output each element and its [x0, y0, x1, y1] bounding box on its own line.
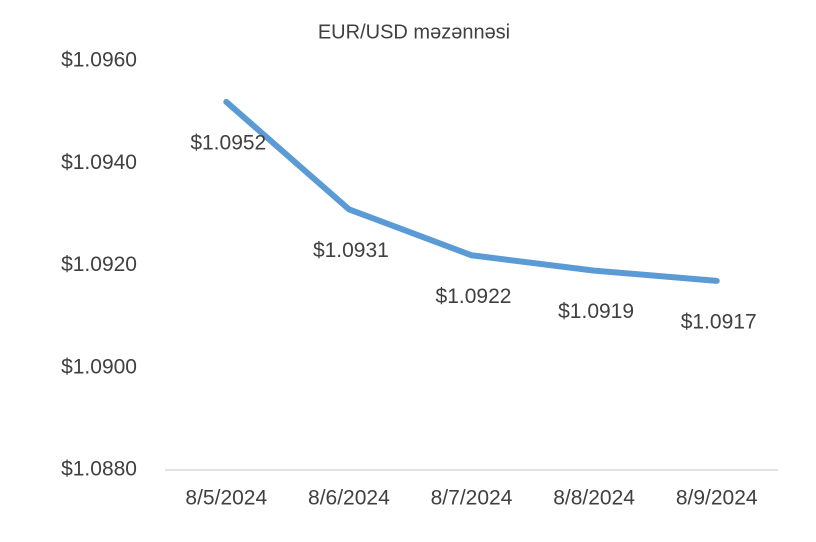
y-tick-label: $1.0920 [61, 253, 137, 276]
data-label: $1.0922 [436, 285, 512, 308]
y-tick-label: $1.0960 [61, 49, 137, 72]
data-label: $1.0952 [190, 131, 266, 154]
x-tick-label: 8/5/2024 [185, 487, 267, 510]
data-label: $1.0919 [558, 300, 634, 323]
x-tick-label: 8/7/2024 [431, 487, 513, 510]
y-tick-label: $1.0900 [61, 355, 137, 378]
y-tick-label: $1.0940 [61, 151, 137, 174]
x-tick-label: 8/8/2024 [553, 487, 635, 510]
chart-title: EUR/USD məzənnəsi [318, 21, 510, 43]
data-line [223, 98, 720, 284]
y-tick-label: $1.0880 [61, 458, 137, 481]
x-tick-label: 8/9/2024 [676, 487, 758, 510]
data-label: $1.0917 [681, 310, 757, 333]
data-label: $1.0931 [313, 239, 389, 262]
x-tick-label: 8/6/2024 [308, 487, 390, 510]
